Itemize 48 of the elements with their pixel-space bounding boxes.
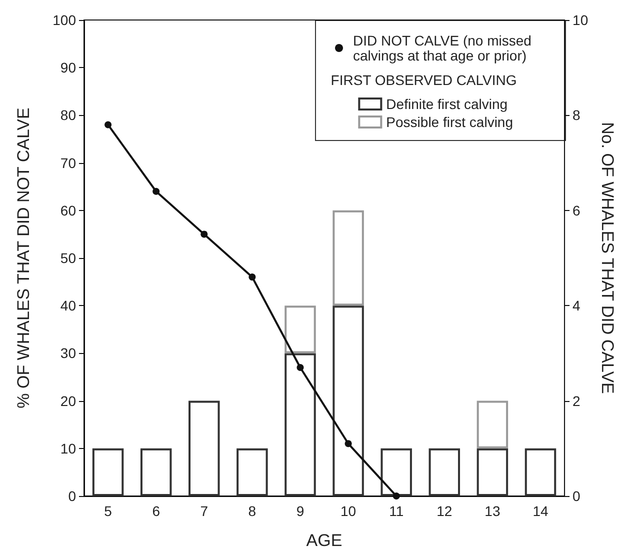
- point: [104, 121, 112, 128]
- x-tick-label: 5: [104, 503, 112, 519]
- y-tick-label: 40: [60, 298, 76, 314]
- bar: [524, 448, 556, 496]
- y2-tick-label: 0: [572, 488, 581, 504]
- x-tick-label: 7: [200, 503, 208, 519]
- x-tick-label: 8: [248, 503, 256, 519]
- point: [392, 492, 400, 500]
- y-tick-label: 0: [68, 488, 76, 504]
- y-tick-label: 80: [60, 107, 76, 124]
- y-tick-label: 20: [60, 392, 76, 409]
- x-tick-label: 14: [532, 503, 548, 519]
- x-tick-label: 9: [296, 503, 304, 519]
- y-tick-label: 90: [60, 60, 76, 76]
- y2-tick-label: 2: [572, 392, 581, 409]
- bar: [188, 400, 220, 496]
- point: [296, 364, 304, 371]
- x-tick-label: 6: [152, 503, 160, 519]
- y-tick-label: 10: [60, 440, 76, 456]
- bar: [380, 448, 412, 496]
- y-tick-label: 30: [60, 345, 76, 362]
- legend-label: Definite first calving: [386, 96, 508, 112]
- y-tick-label: 60: [60, 202, 76, 218]
- x-tick-label: 13: [484, 503, 500, 519]
- x-axis-title: AGE: [306, 531, 342, 550]
- y-tick-label: 100: [52, 12, 76, 28]
- y2-tick-label: 10: [572, 12, 588, 28]
- legend-label: DID NOT CALVE (no missed calvings at that age or prior): [353, 32, 536, 64]
- y-tick-label: 70: [60, 154, 76, 171]
- x-tick-label: 11: [389, 503, 404, 519]
- bar: [236, 448, 268, 496]
- y-axis-title: % OF WHALES THAT DID NOT CALVE: [14, 108, 33, 408]
- y2-tick-label: 8: [572, 107, 581, 124]
- point: [248, 274, 256, 281]
- y2-tick-label: 6: [572, 202, 581, 218]
- legend-title: FIRST OBSERVED CALVING: [330, 72, 517, 88]
- y-tick-label: 50: [60, 250, 76, 266]
- bar: [140, 448, 172, 496]
- x-tick-label: 12: [436, 503, 452, 519]
- y2-axis-title: No. OF WHALES THAT DID CALVE: [598, 122, 617, 394]
- point: [344, 440, 352, 448]
- legend-label: Possible first calving: [386, 114, 513, 130]
- bar: [428, 448, 460, 496]
- point: [200, 230, 208, 238]
- bar: [92, 448, 124, 496]
- x-tick-label: 10: [340, 503, 356, 519]
- point: [152, 188, 160, 195]
- y2-tick-label: 4: [572, 298, 581, 314]
